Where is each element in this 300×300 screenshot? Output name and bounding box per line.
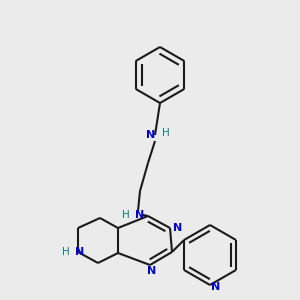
Text: N: N — [75, 247, 85, 257]
Text: N: N — [173, 223, 183, 233]
Text: N: N — [135, 210, 145, 220]
Text: N: N — [147, 266, 157, 276]
Text: H: H — [162, 128, 170, 138]
Text: N: N — [212, 282, 220, 292]
Text: H: H — [62, 247, 70, 257]
Text: N: N — [146, 130, 156, 140]
Text: H: H — [122, 210, 130, 220]
